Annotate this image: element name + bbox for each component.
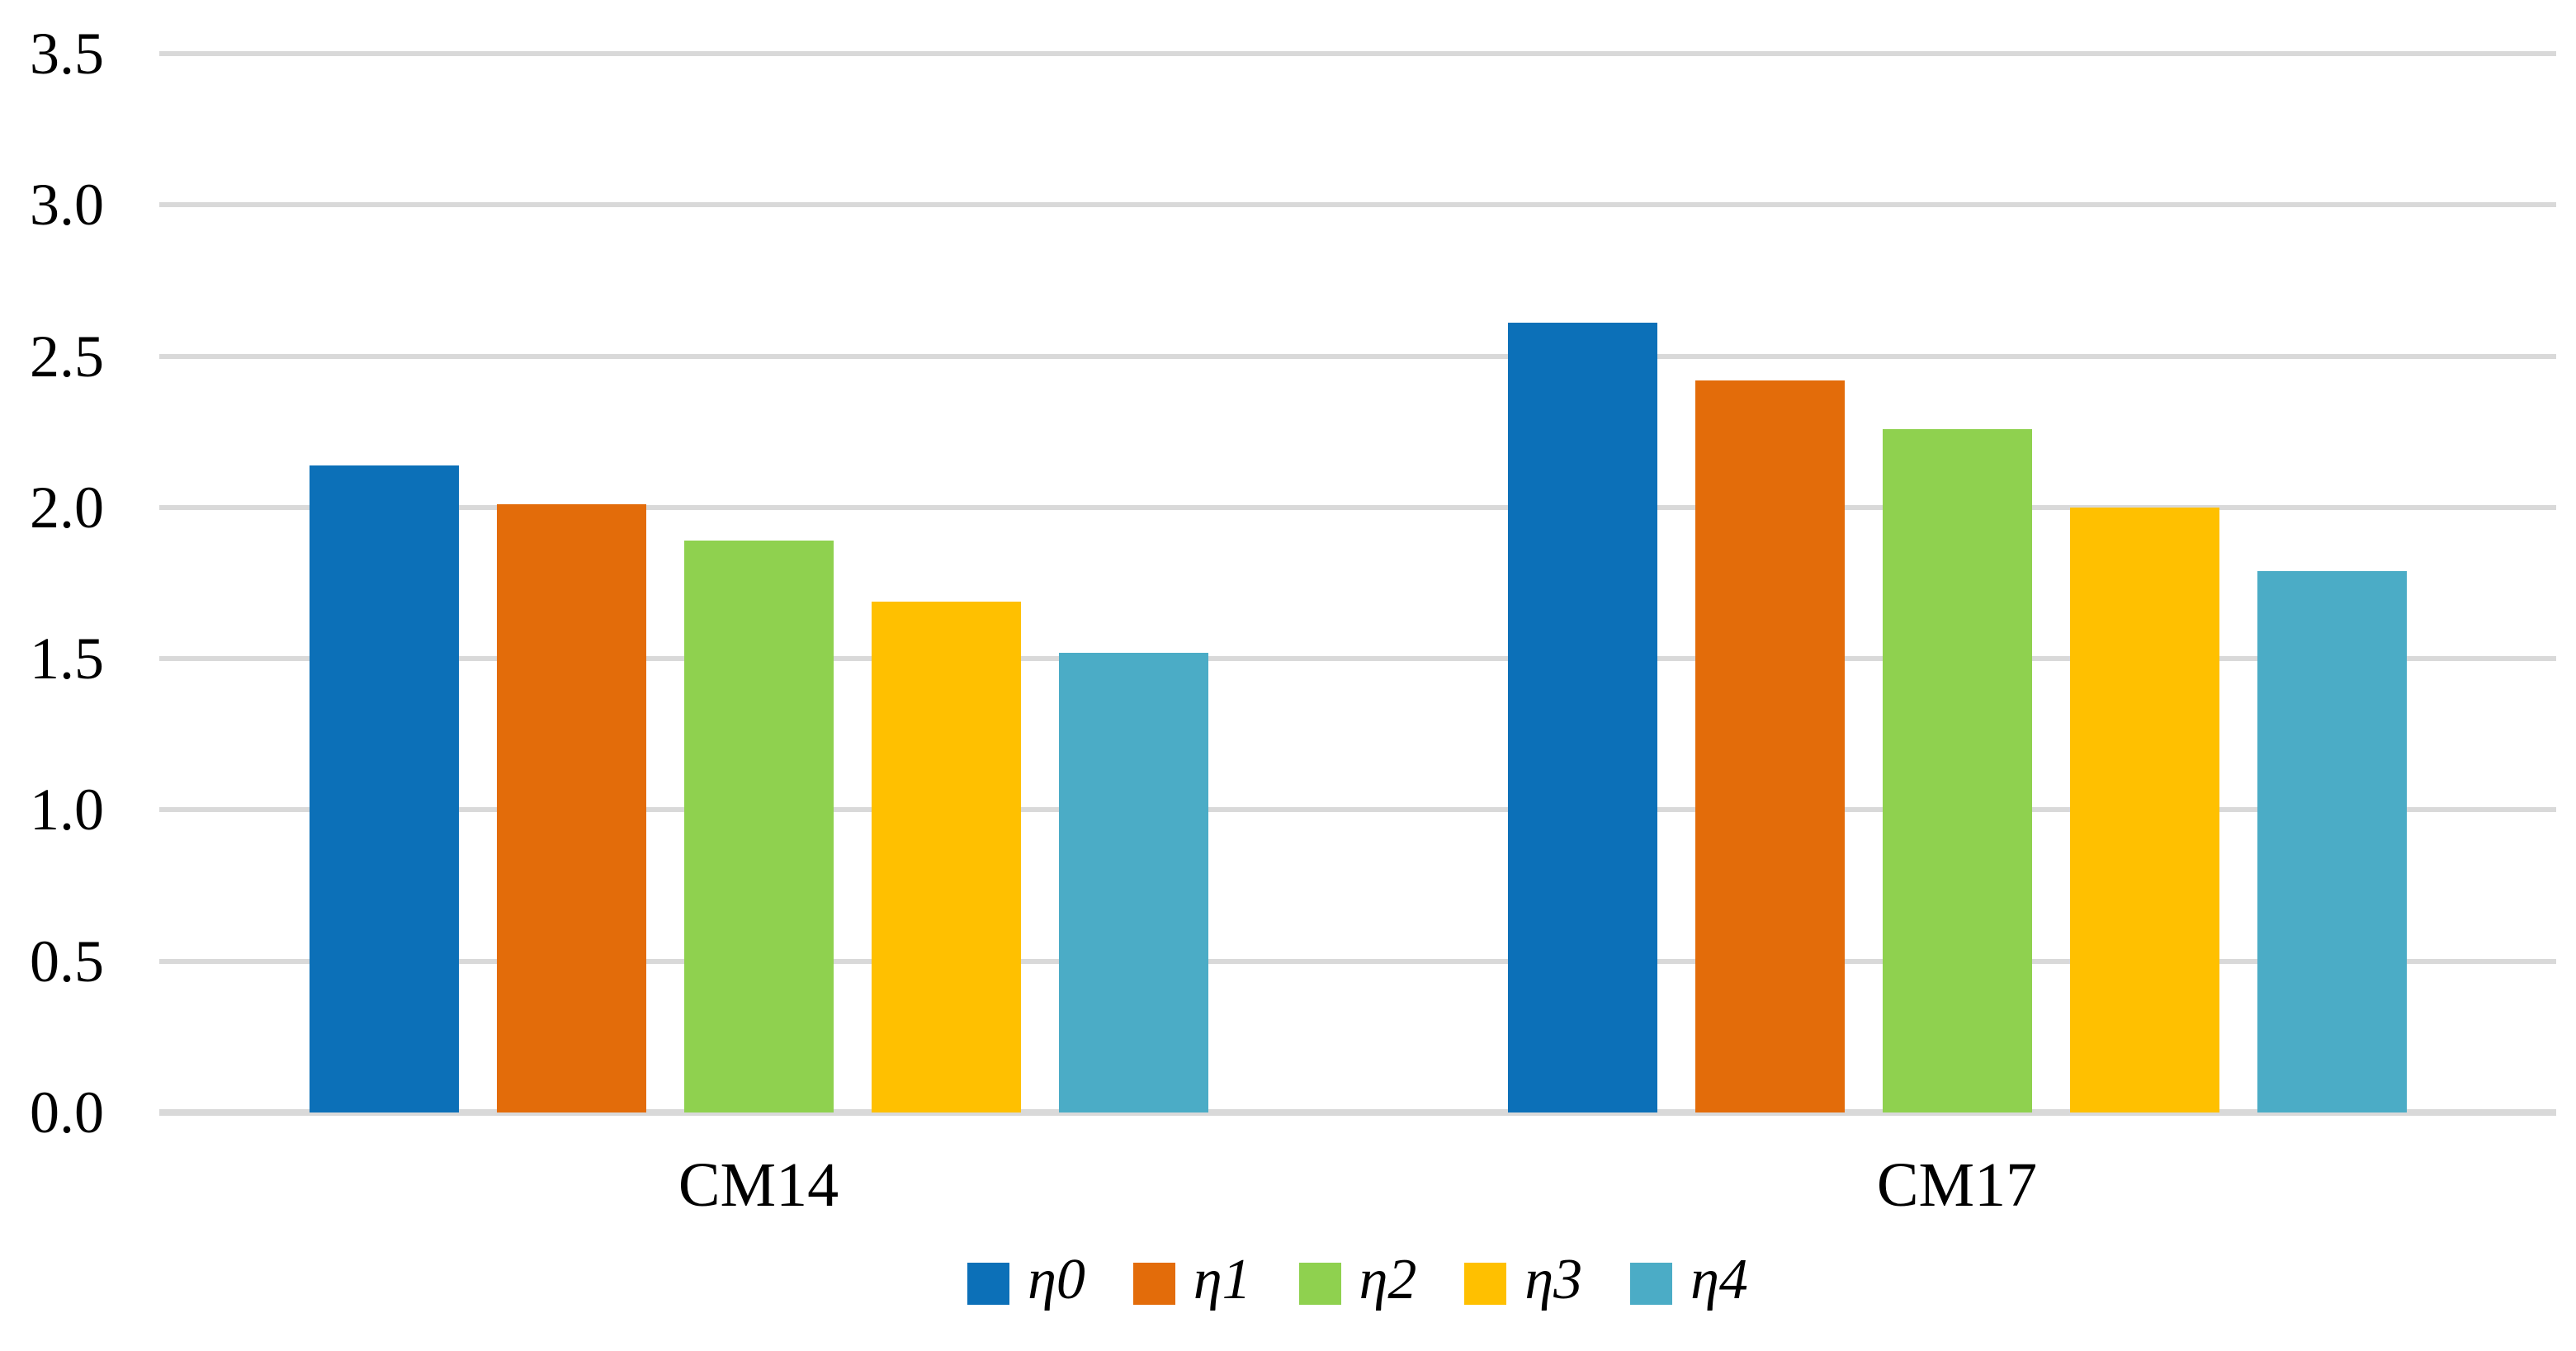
legend-item-η0: η0 xyxy=(967,1251,1085,1316)
bar-CM14-η1 xyxy=(496,504,646,1112)
bar-group-CM14 xyxy=(159,54,1358,1112)
gridline xyxy=(159,202,2556,208)
legend-item-η4: η4 xyxy=(1630,1251,1748,1316)
y-axis-tick-label: 0.5 xyxy=(30,928,104,994)
legend-item-η2: η2 xyxy=(1298,1248,1417,1316)
legend-swatch-η4 xyxy=(1630,1262,1673,1305)
bar-CM17-η4 xyxy=(2257,570,2407,1112)
bar-CM14-η2 xyxy=(683,541,834,1112)
y-axis-tick-label: 2.0 xyxy=(30,474,104,541)
legend-label: η1 xyxy=(1193,1248,1251,1311)
legend-label: η2 xyxy=(1359,1248,1417,1311)
y-axis-tick-label: 3.0 xyxy=(30,172,104,239)
legend-item-η3: η3 xyxy=(1464,1251,1582,1316)
y-axis-tick-label: 3.5 xyxy=(30,21,104,87)
legend-label: η4 xyxy=(1690,1248,1748,1311)
legend: η0 η1 η2 η3 η4 xyxy=(159,1251,2556,1316)
legend-item-η1: η1 xyxy=(1132,1248,1251,1316)
plot-area xyxy=(159,51,2556,1116)
gridline xyxy=(159,958,2556,964)
gridline xyxy=(159,656,2556,662)
legend-swatch-η2 xyxy=(1298,1262,1341,1305)
bar-CM17-η2 xyxy=(1882,428,2032,1112)
y-axis-tick-label: 0.0 xyxy=(30,1079,104,1146)
bar-CM14-η3 xyxy=(871,601,1021,1112)
bar-CM17-η3 xyxy=(2069,507,2219,1112)
x-axis-baseline xyxy=(159,1109,2556,1116)
category-label-CM14: CM14 xyxy=(678,1150,839,1220)
legend-swatch-η3 xyxy=(1464,1262,1507,1305)
y-axis-tick-label: 1.5 xyxy=(30,626,104,692)
y-axis-tick-label: 1.0 xyxy=(30,777,104,843)
bar-CM14-η4 xyxy=(1058,652,1208,1112)
gridline xyxy=(159,353,2556,359)
legend-swatch-η0 xyxy=(967,1262,1010,1305)
gridline xyxy=(159,51,2556,56)
legend-label: η3 xyxy=(1524,1248,1583,1311)
category-label-CM17: CM17 xyxy=(1876,1150,2038,1220)
legend-label: η0 xyxy=(1028,1248,1085,1311)
legend-swatch-η1 xyxy=(1132,1262,1175,1305)
bar-CM17-η0 xyxy=(1507,323,1657,1112)
y-axis-tick-label: 2.5 xyxy=(30,323,104,390)
bar-group-CM17 xyxy=(1358,54,2556,1112)
gridline xyxy=(159,504,2556,510)
gridline xyxy=(159,807,2556,813)
bar-CM14-η0 xyxy=(309,465,459,1112)
bar-CM17-η1 xyxy=(1694,380,1845,1112)
